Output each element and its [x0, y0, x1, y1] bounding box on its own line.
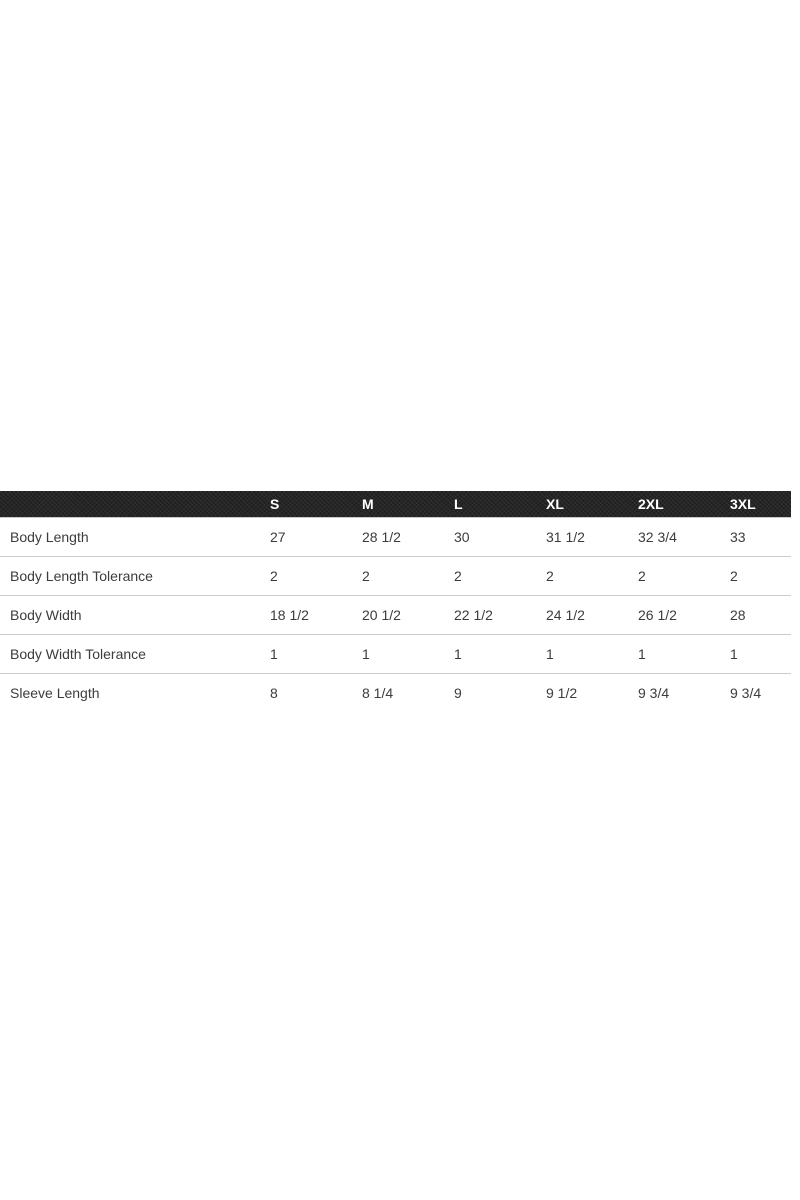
size-chart: S M L XL 2XL 3XL Body Length 27 28 1/2 3…: [0, 491, 791, 712]
size-chart-table: S M L XL 2XL 3XL Body Length 27 28 1/2 3…: [0, 491, 791, 712]
cell: 1: [730, 634, 791, 674]
row-label: Body Width Tolerance: [0, 634, 270, 674]
cell: 2: [546, 556, 638, 596]
cell: 2: [270, 556, 362, 596]
cell: 1: [546, 634, 638, 674]
cell: 9: [454, 673, 546, 712]
column-header-s: S: [270, 491, 362, 518]
cell: 27: [270, 517, 362, 557]
cell: 1: [270, 634, 362, 674]
cell: 28 1/2: [362, 517, 454, 557]
column-header-blank: [0, 491, 270, 518]
cell: 22 1/2: [454, 595, 546, 635]
cell: 24 1/2: [546, 595, 638, 635]
cell: 33: [730, 517, 791, 557]
cell: 2: [454, 556, 546, 596]
cell: 2: [362, 556, 454, 596]
table-row: Body Width 18 1/2 20 1/2 22 1/2 24 1/2 2…: [0, 595, 791, 635]
row-label: Body Length Tolerance: [0, 556, 270, 596]
cell: 28: [730, 595, 791, 635]
row-label: Body Width: [0, 595, 270, 635]
column-header-m: M: [362, 491, 454, 518]
cell: 30: [454, 517, 546, 557]
cell: 8: [270, 673, 362, 712]
column-header-3xl: 3XL: [730, 491, 791, 518]
cell: 9 3/4: [730, 673, 791, 712]
cell: 32 3/4: [638, 517, 730, 557]
cell: 20 1/2: [362, 595, 454, 635]
cell: 1: [638, 634, 730, 674]
column-header-xl: XL: [546, 491, 638, 518]
row-label: Body Length: [0, 517, 270, 557]
cell: 2: [730, 556, 791, 596]
column-header-l: L: [454, 491, 546, 518]
cell: 26 1/2: [638, 595, 730, 635]
table-row: Body Width Tolerance 1 1 1 1 1 1: [0, 634, 791, 674]
cell: 9 1/2: [546, 673, 638, 712]
cell: 9 3/4: [638, 673, 730, 712]
cell: 31 1/2: [546, 517, 638, 557]
header-row: S M L XL 2XL 3XL: [0, 491, 791, 518]
table-row: Body Length 27 28 1/2 30 31 1/2 32 3/4 3…: [0, 517, 791, 557]
row-label: Sleeve Length: [0, 673, 270, 712]
cell: 18 1/2: [270, 595, 362, 635]
column-header-2xl: 2XL: [638, 491, 730, 518]
table-row: Sleeve Length 8 8 1/4 9 9 1/2 9 3/4 9 3/…: [0, 673, 791, 712]
table-row: Body Length Tolerance 2 2 2 2 2 2: [0, 556, 791, 596]
cell: 1: [454, 634, 546, 674]
cell: 8 1/4: [362, 673, 454, 712]
cell: 1: [362, 634, 454, 674]
cell: 2: [638, 556, 730, 596]
